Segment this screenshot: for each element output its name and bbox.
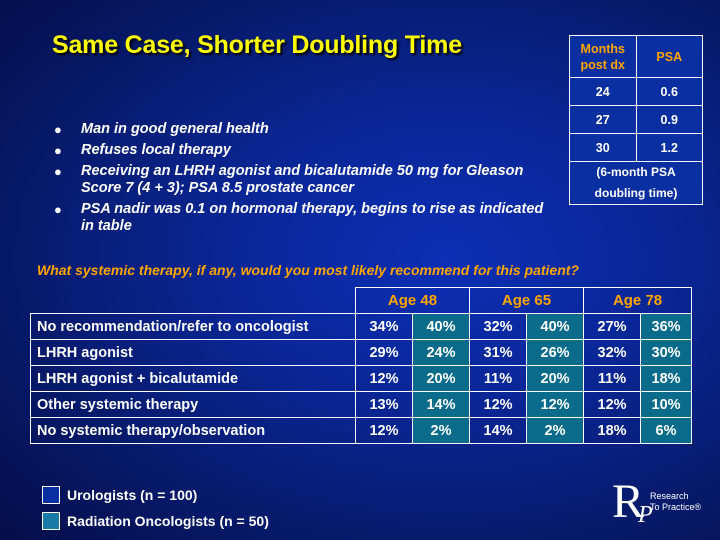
bullet-item: ● Man in good general health: [54, 121, 544, 138]
radiation-oncologists-value: 2%: [526, 417, 585, 444]
urologists-swatch: [42, 486, 60, 504]
radiation-oncologists-value: 20%: [526, 365, 585, 392]
bullet-dot-icon: ●: [54, 122, 62, 137]
bullet-item: ● Receiving an LHRH agonist and bicalutam…: [54, 163, 544, 197]
age-header-row: Age 48 Age 65 Age 78: [30, 287, 693, 314]
results-body: No recommendation/refer to oncologist 34%…: [30, 313, 693, 444]
result-row-label: LHRH agonist: [30, 339, 356, 366]
urologists-value: 12%: [355, 417, 413, 444]
psa-note-line2: doubling time): [594, 186, 678, 200]
radiation-oncologists-value: 24%: [411, 339, 471, 366]
psa-note-row: (6-month PSA doubling time): [569, 161, 703, 205]
psa-value-cell: 0.9: [635, 105, 703, 134]
result-row-label: No systemic therapy/observation: [30, 417, 356, 444]
bullet-dot-icon: ●: [54, 164, 62, 179]
psa-table: Months post dx PSA 24 0.6 27 0.9 30 1.2 …: [569, 35, 703, 205]
urologists-value: 12%: [469, 391, 528, 418]
logo-r: R: [612, 475, 645, 528]
urologists-value: 11%: [469, 365, 528, 392]
urologists-value: 14%: [469, 417, 528, 444]
psa-header-psa: PSA: [635, 35, 703, 78]
legend-item-urologists: Urologists (n = 100): [42, 485, 269, 505]
bullet-dot-icon: ●: [54, 143, 62, 158]
urologists-value: 32%: [469, 313, 528, 340]
header-blank-cell: [30, 287, 356, 314]
result-row: Other systemic therapy 13% 14% 12% 12% 12% 10%: [30, 391, 693, 418]
radiation-oncologists-value: 6%: [640, 417, 693, 444]
radiation-oncologists-value: 36%: [640, 313, 693, 340]
radiation-oncologists-value: 40%: [411, 313, 471, 340]
urologists-value: 12%: [355, 365, 413, 392]
logo-tag-line2: To Practice®: [650, 502, 702, 512]
urologists-value: 11%: [583, 365, 642, 392]
result-row: LHRH agonist 29% 24% 31% 26% 32% 30%: [30, 339, 693, 366]
bullet-text: Refuses local therapy: [81, 142, 231, 158]
result-row-label: LHRH agonist + bicalutamide: [30, 365, 356, 392]
psa-note: (6-month PSA doubling time): [569, 161, 703, 205]
radiation-oncologists-swatch: [42, 512, 60, 530]
radiation-oncologists-value: 2%: [411, 417, 471, 444]
urologists-value: 34%: [355, 313, 413, 340]
psa-row: 27 0.9: [569, 105, 703, 134]
results-table: Age 48 Age 65 Age 78 No recommendation/r…: [30, 287, 693, 444]
bullet-item: ● Refuses local therapy: [54, 142, 544, 159]
result-row-label: No recommendation/refer to oncologist: [30, 313, 356, 340]
psa-months-cell: 24: [569, 77, 637, 106]
logo-p: P: [638, 502, 653, 528]
radiation-oncologists-value: 26%: [526, 339, 585, 366]
result-row: LHRH agonist + bicalutamide 12% 20% 11% 20% 1…: [30, 365, 693, 392]
bullet-text: PSA nadir was 0.1 on hormonal therapy, b…: [81, 201, 544, 234]
urologists-value: 13%: [355, 391, 413, 418]
legend-label: Radiation Oncologists (n = 50): [67, 513, 269, 529]
research-to-practice-logo: R P Research To Practice®: [612, 478, 716, 530]
radiation-oncologists-value: 20%: [411, 365, 471, 392]
psa-months-cell: 27: [569, 105, 637, 134]
urologists-value: 31%: [469, 339, 528, 366]
slide-title: Same Case, Shorter Doubling Time: [52, 31, 462, 59]
legend-label: Urologists (n = 100): [67, 487, 198, 503]
age-group-header: Age 65: [469, 287, 585, 314]
psa-note-line1: (6-month PSA: [596, 165, 676, 179]
bullet-item: ● PSA nadir was 0.1 on hormonal therapy, …: [54, 201, 544, 235]
psa-header-months: Months post dx: [569, 35, 637, 78]
bullet-dot-icon: ●: [54, 202, 62, 217]
urologists-value: 12%: [583, 391, 642, 418]
urologists-value: 32%: [583, 339, 642, 366]
psa-value-cell: 0.6: [635, 77, 703, 106]
radiation-oncologists-value: 18%: [640, 365, 693, 392]
result-row: No recommendation/refer to oncologist 34%…: [30, 313, 693, 340]
survey-question: What systemic therapy, if any, would you…: [37, 262, 579, 278]
result-row: No systemic therapy/observation 12% 2% 14% 2…: [30, 417, 693, 444]
legend-item-radiation-oncologists: Radiation Oncologists (n = 50): [42, 511, 269, 531]
radiation-oncologists-value: 10%: [640, 391, 693, 418]
legend: Urologists (n = 100) Radiation Oncologis…: [42, 485, 269, 537]
bullet-text: Man in good general health: [81, 121, 269, 137]
age-group-header: Age 48: [354, 287, 471, 314]
radiation-oncologists-value: 12%: [526, 391, 585, 418]
psa-value-cell: 1.2: [635, 133, 703, 162]
psa-row: 30 1.2: [569, 133, 703, 162]
psa-row: 24 0.6: [569, 77, 703, 106]
bullet-text: Receiving an LHRH agonist and bicalutami…: [81, 163, 524, 196]
result-row-label: Other systemic therapy: [30, 391, 356, 418]
logo-tagline: Research To Practice®: [650, 491, 701, 513]
psa-header-row: Months post dx PSA: [569, 35, 703, 78]
urologists-value: 29%: [355, 339, 413, 366]
urologists-value: 27%: [583, 313, 642, 340]
age-group-header: Age 78: [583, 287, 693, 314]
urologists-value: 18%: [583, 417, 642, 444]
radiation-oncologists-value: 14%: [411, 391, 471, 418]
radiation-oncologists-value: 30%: [640, 339, 693, 366]
radiation-oncologists-value: 40%: [526, 313, 585, 340]
logo-tag-line1: Research: [650, 491, 689, 501]
psa-months-cell: 30: [569, 133, 637, 162]
case-bullet-list: ● Man in good general health ● Refuses loc…: [54, 121, 544, 239]
